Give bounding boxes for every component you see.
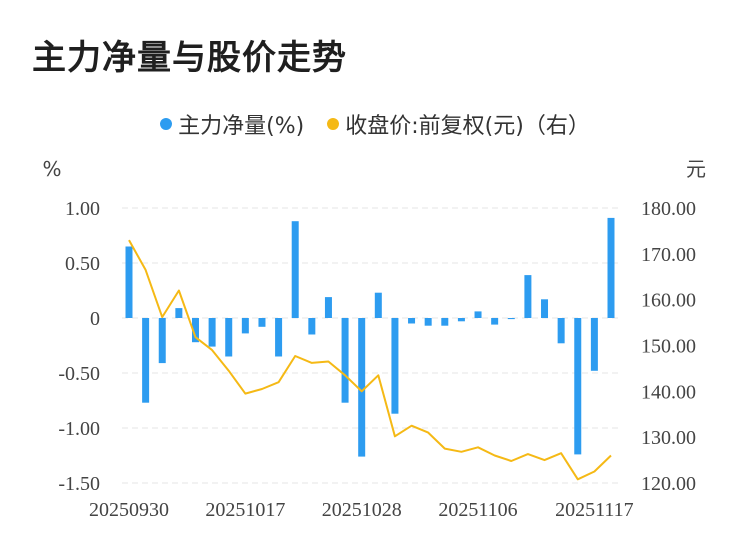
- line-series: [128, 239, 612, 481]
- right-axis-ticks: 180.00 170.00 160.00 150.00 140.00 130.00 120.…: [641, 198, 696, 495]
- x-tick-label: 20251028: [322, 499, 402, 521]
- left-tick-label: 0: [90, 308, 100, 330]
- legend-item-close-price[interactable]: 收盘价:前复权(元)（右）: [327, 108, 590, 140]
- bar[interactable]: [324, 297, 332, 318]
- chart-title: 主力净量与股价走势: [32, 38, 347, 78]
- bar[interactable]: [507, 318, 515, 320]
- left-tick-label: 0.50: [65, 253, 100, 275]
- x-tick-label: 20250930: [89, 499, 169, 521]
- right-tick-label: 170.00: [641, 244, 696, 266]
- bar[interactable]: [241, 318, 249, 334]
- x-tick-label: 20251017: [205, 499, 285, 521]
- left-tick-label: -1.00: [58, 418, 100, 440]
- bar[interactable]: [424, 318, 432, 326]
- x-axis-ticks: 20250930 20251017 20251028 20251106 20251117: [89, 499, 634, 521]
- legend-marker-line-icon: [327, 118, 340, 130]
- bar-series: [125, 217, 615, 457]
- bar[interactable]: [358, 318, 366, 457]
- bar[interactable]: [158, 318, 166, 364]
- bar[interactable]: [291, 221, 299, 318]
- bar[interactable]: [590, 318, 598, 371]
- legend-marker-bar-icon: [160, 118, 173, 130]
- bar[interactable]: [142, 318, 150, 403]
- x-tick-label: 20251117: [555, 499, 634, 521]
- bar[interactable]: [408, 318, 416, 324]
- legend-label-close-price: 收盘价:前复权(元)（右）: [345, 114, 590, 139]
- bar[interactable]: [457, 318, 465, 322]
- bar[interactable]: [208, 318, 216, 347]
- legend: 主力净量(%) 收盘价:前复权(元)（右）: [0, 108, 750, 140]
- left-axis-unit: %: [42, 157, 61, 181]
- bar[interactable]: [574, 318, 582, 455]
- legend-label-main-net: 主力净量(%): [178, 114, 305, 139]
- right-tick-label: 160.00: [641, 290, 696, 312]
- grid-lines: [122, 207, 618, 484]
- bar[interactable]: [491, 318, 499, 325]
- bar[interactable]: [557, 318, 565, 344]
- legend-item-main-net[interactable]: 主力净量(%): [160, 108, 304, 140]
- bar[interactable]: [308, 318, 316, 335]
- bar[interactable]: [441, 318, 449, 326]
- bar[interactable]: [258, 318, 266, 327]
- bar[interactable]: [191, 318, 199, 343]
- left-tick-label: -0.50: [58, 363, 100, 385]
- left-tick-label: -1.50: [58, 473, 100, 495]
- bar[interactable]: [275, 318, 283, 357]
- left-tick-label: 1.00: [65, 198, 100, 220]
- right-tick-label: 140.00: [641, 381, 696, 403]
- bar[interactable]: [391, 318, 399, 414]
- bar[interactable]: [524, 275, 532, 318]
- x-tick-label: 20251106: [438, 499, 517, 521]
- bar[interactable]: [474, 311, 482, 318]
- right-axis-unit: 元: [686, 157, 706, 181]
- right-tick-label: 150.00: [641, 336, 696, 358]
- bar[interactable]: [225, 318, 233, 357]
- bar[interactable]: [374, 292, 382, 318]
- bar[interactable]: [175, 308, 183, 318]
- right-tick-label: 120.00: [641, 473, 696, 495]
- left-axis-ticks: 1.00 0.50 0 -0.50 -1.00 -1.50: [58, 198, 100, 495]
- bar[interactable]: [607, 217, 615, 318]
- close-price-line[interactable]: [128, 239, 612, 481]
- right-tick-label: 180.00: [641, 198, 696, 220]
- right-tick-label: 130.00: [641, 427, 696, 449]
- bar[interactable]: [541, 299, 549, 318]
- bar[interactable]: [125, 246, 133, 319]
- bar[interactable]: [341, 318, 349, 403]
